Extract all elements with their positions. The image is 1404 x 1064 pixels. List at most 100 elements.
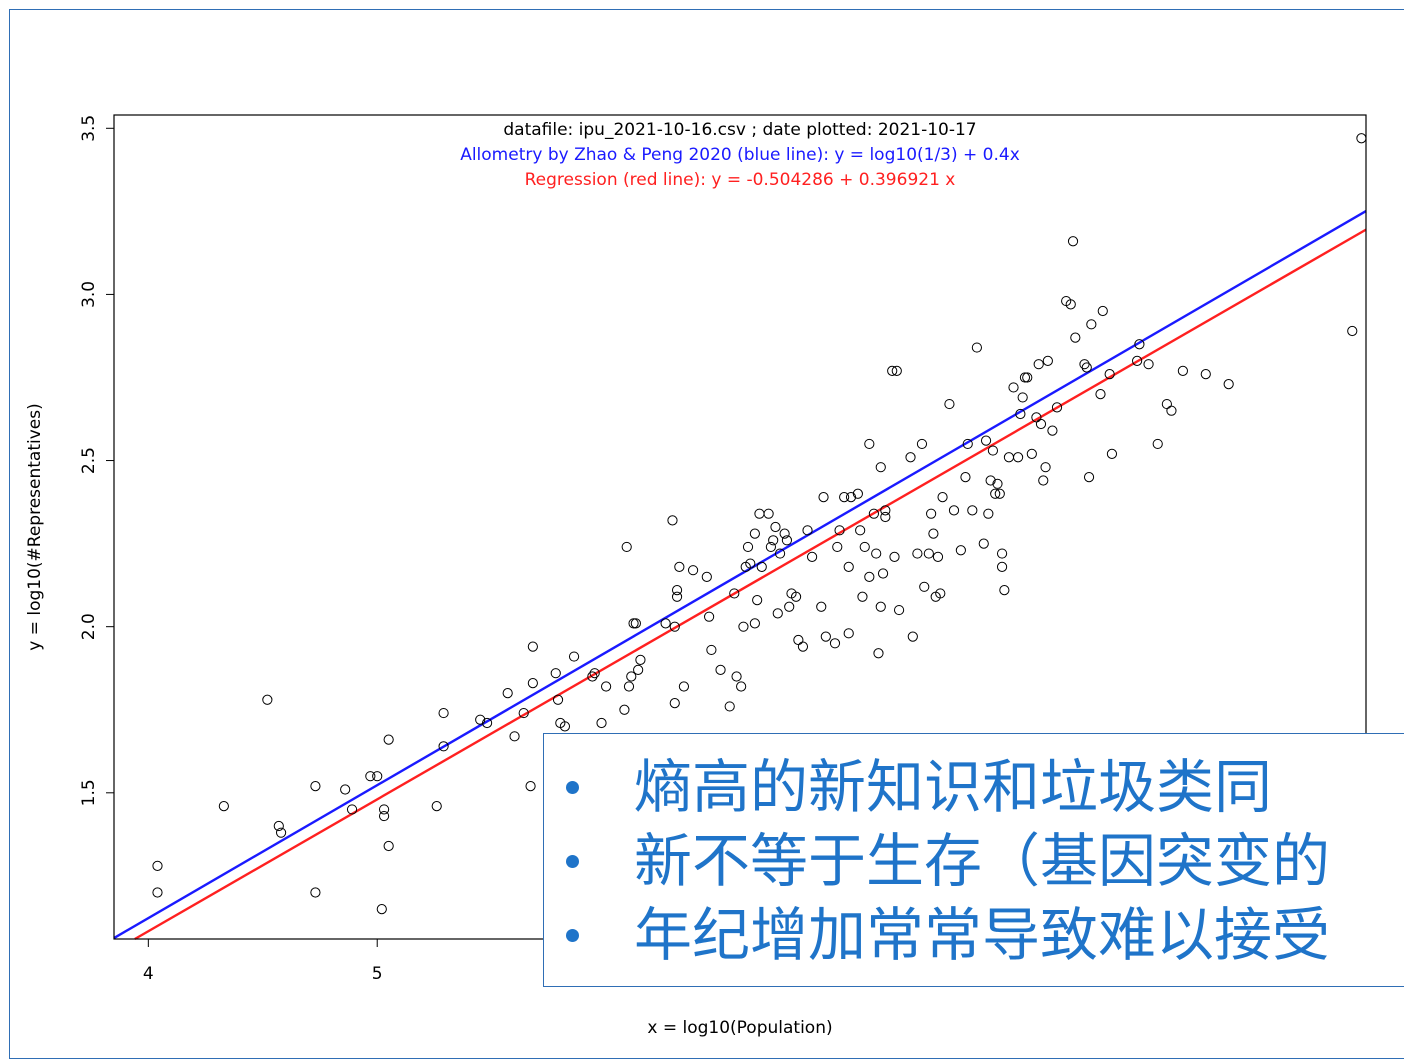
data-point [1200,369,1211,380]
data-point [596,717,607,729]
data-point [438,741,449,752]
data-point [630,618,641,629]
data-point [864,438,875,450]
data-point [880,505,891,516]
data-point [843,561,854,572]
data-point [340,784,351,795]
data-point [1040,462,1051,473]
data-point [839,491,850,503]
data-point [1026,448,1037,460]
data-point [1177,365,1188,376]
data-point [971,342,982,353]
data-point [633,664,644,675]
data-point [912,548,923,559]
bullet-dot [566,929,579,942]
data-point [660,618,671,629]
data-point [438,707,449,719]
data-point [996,561,1008,572]
data-point [475,714,486,725]
data-point [1166,405,1177,416]
data-point [752,594,763,606]
data-point [1042,355,1053,366]
data-point [502,688,513,699]
data-point [687,565,699,576]
data-point [919,581,930,592]
data-point [383,840,394,852]
data-point [967,505,978,516]
data-point [1079,359,1090,370]
data-point [978,538,989,549]
data-point [859,541,870,553]
y-tick-label: 3.5 [79,115,99,142]
data-point [887,365,898,376]
data-point [1134,339,1145,350]
data-point [905,452,916,463]
data-point [880,511,891,523]
data-point [790,591,802,602]
data-point [816,601,827,612]
data-point [768,535,779,546]
data-point [845,491,857,503]
data-point [1051,402,1063,413]
data-point [855,525,866,536]
data-point [994,488,1005,499]
data-point [674,561,685,572]
data-point [635,654,646,666]
x-axis-label: x = log10(Population) [647,1018,832,1038]
data-point [724,701,735,712]
data-point [1015,408,1026,420]
data-point [926,508,937,519]
y-axis-label: y = log10(#Representatives) [25,403,45,650]
data-point [218,800,229,812]
data-point [873,648,884,659]
data-point [749,618,760,629]
data-point [1223,379,1234,390]
data-point [916,438,928,450]
data-point [864,571,875,582]
data-point [1065,299,1076,310]
data-point [742,541,754,553]
data-point [843,628,854,639]
data-point [820,631,831,642]
data-point [829,638,841,649]
data-point [1347,325,1358,337]
data-point [372,771,383,782]
data-point [935,588,946,599]
y-tick-label: 1.5 [79,779,99,806]
data-point [273,820,284,832]
data-point [628,618,639,629]
data-point [923,548,934,559]
data-point [772,608,783,619]
data-point [992,478,1003,489]
data-point [857,591,868,602]
data-point [527,678,538,689]
data-point [152,860,163,872]
data-point [509,731,520,742]
data-point [937,491,948,503]
data-point [871,548,882,559]
data-point [875,462,886,473]
y-tick-label: 3.0 [79,281,99,308]
data-point [770,521,781,533]
data-point [550,668,561,679]
data-point [754,508,765,519]
data-point [797,641,809,652]
data-point [1104,369,1115,380]
data-point [832,541,843,553]
bullet-overlay: 熵高的新知识和垃圾类同 新不等于生存（基因突变的 年纪增加常常导致难以接受 [543,733,1404,987]
data-point [481,717,493,729]
data-point [623,681,635,692]
data-point [852,488,863,499]
data-point [704,611,715,622]
data-point [806,551,818,563]
data-point [1035,418,1047,430]
data-point [1132,355,1143,366]
data-point [1022,372,1033,383]
data-point [310,781,321,792]
data-point [587,671,598,682]
data-point [729,588,740,599]
data-point [1356,133,1367,144]
data-point [891,365,902,376]
data-point [1067,236,1079,247]
data-point [1143,359,1154,370]
